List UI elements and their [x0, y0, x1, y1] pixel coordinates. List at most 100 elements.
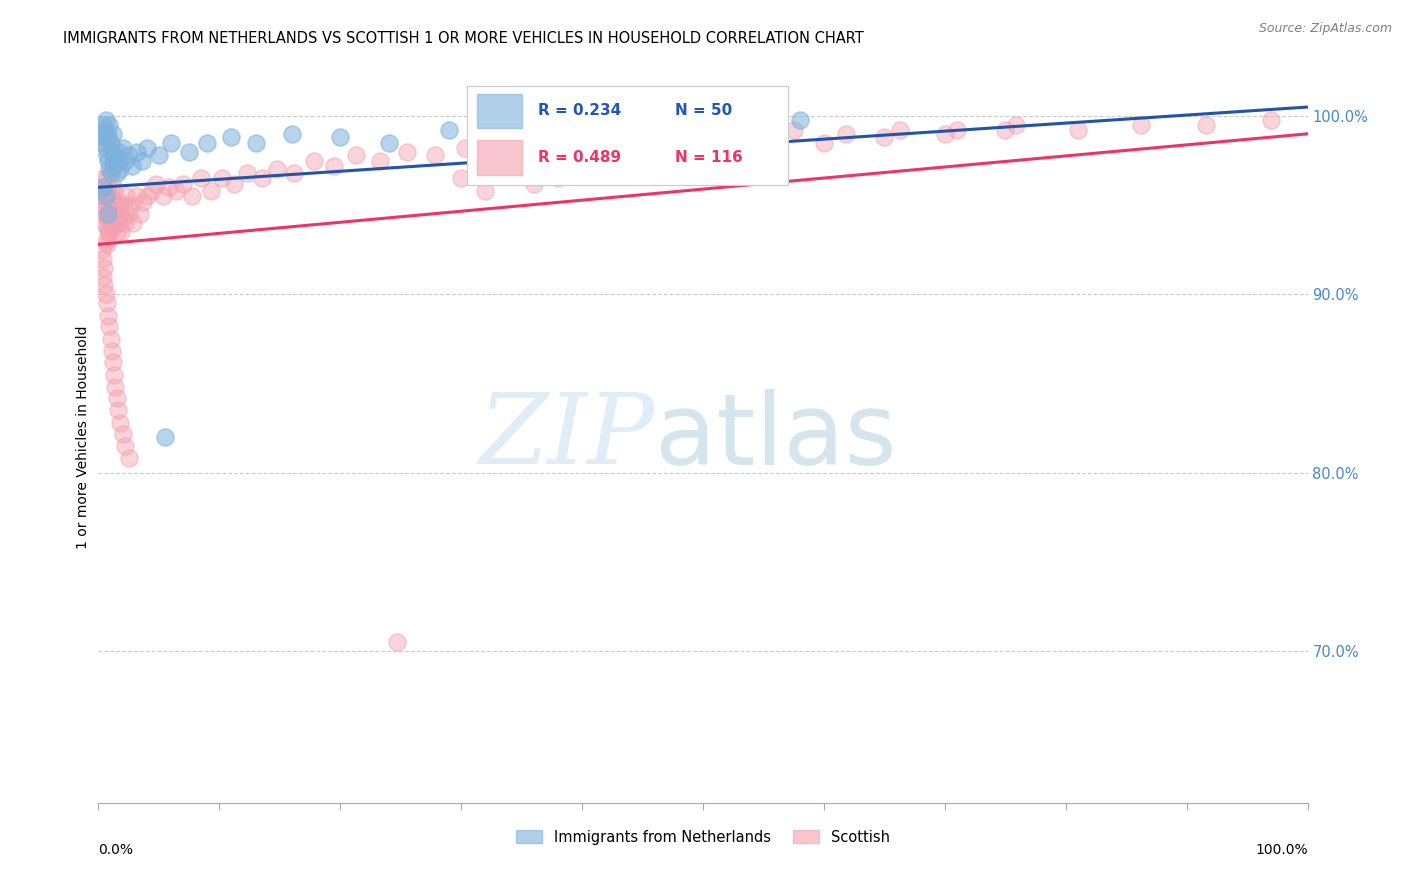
- Point: [96, 296, 118, 310]
- Point: [101, 194, 124, 209]
- Point: [395, 145, 418, 159]
- Point: [222, 177, 245, 191]
- Point: [789, 112, 811, 127]
- Point: [107, 216, 129, 230]
- Point: [97, 309, 120, 323]
- Point: [145, 177, 167, 191]
- Point: [122, 216, 145, 230]
- Point: [114, 439, 136, 453]
- Point: [135, 141, 157, 155]
- Point: [100, 207, 122, 221]
- Point: [100, 332, 122, 346]
- Point: [121, 159, 143, 173]
- Point: [302, 153, 325, 168]
- Point: [131, 153, 153, 168]
- Point: [571, 118, 593, 132]
- Point: [946, 123, 969, 137]
- Point: [1005, 118, 1028, 132]
- Point: [153, 430, 176, 444]
- Point: [98, 118, 121, 132]
- Point: [172, 177, 194, 191]
- Point: [423, 148, 446, 162]
- Point: [93, 189, 115, 203]
- Point: [558, 141, 581, 155]
- Point: [135, 189, 157, 203]
- Point: [103, 216, 125, 230]
- Point: [889, 123, 911, 137]
- Point: [100, 216, 122, 230]
- Point: [91, 252, 114, 266]
- Point: [100, 189, 122, 203]
- Point: [105, 225, 128, 239]
- Point: [91, 130, 114, 145]
- Point: [101, 153, 124, 168]
- Point: [97, 184, 120, 198]
- Point: [97, 130, 120, 145]
- Point: [96, 127, 118, 141]
- Point: [94, 141, 117, 155]
- Point: [165, 184, 187, 198]
- Point: [323, 159, 346, 173]
- Point: [107, 153, 129, 168]
- Point: [94, 287, 117, 301]
- Point: [101, 127, 124, 141]
- Point: [595, 162, 617, 177]
- Point: [329, 130, 352, 145]
- Point: [245, 136, 267, 150]
- Y-axis label: 1 or more Vehicles in Household: 1 or more Vehicles in Household: [76, 326, 90, 549]
- Point: [97, 207, 120, 221]
- Point: [114, 153, 136, 168]
- Point: [266, 162, 288, 177]
- Point: [104, 380, 127, 394]
- Point: [250, 171, 273, 186]
- Point: [98, 162, 121, 177]
- Point: [112, 198, 135, 212]
- Point: [385, 635, 408, 649]
- Point: [716, 118, 738, 132]
- Point: [94, 207, 117, 221]
- Point: [111, 212, 134, 227]
- Point: [96, 198, 118, 212]
- Point: [120, 198, 142, 212]
- Point: [97, 225, 120, 239]
- Point: [97, 153, 120, 168]
- Point: [94, 184, 117, 198]
- Point: [98, 319, 121, 334]
- Text: 100.0%: 100.0%: [1256, 843, 1308, 857]
- Point: [100, 177, 122, 191]
- Point: [118, 207, 141, 221]
- Point: [94, 189, 117, 203]
- Point: [105, 198, 128, 212]
- Point: [108, 145, 131, 159]
- Point: [107, 403, 129, 417]
- Point: [236, 166, 259, 180]
- Point: [93, 260, 115, 275]
- Point: [91, 118, 114, 132]
- Point: [1260, 112, 1282, 127]
- Point: [111, 426, 134, 441]
- Point: [641, 136, 664, 150]
- Point: [200, 184, 222, 198]
- Point: [94, 234, 117, 248]
- Point: [98, 198, 121, 212]
- Point: [547, 171, 569, 186]
- Point: [211, 171, 233, 186]
- Point: [104, 148, 127, 162]
- Point: [160, 136, 183, 150]
- Point: [105, 166, 128, 180]
- Point: [100, 145, 122, 159]
- Point: [108, 162, 131, 177]
- Point: [152, 189, 174, 203]
- Point: [91, 207, 114, 221]
- Point: [599, 130, 621, 145]
- Text: ZIP: ZIP: [478, 390, 655, 484]
- Point: [510, 166, 533, 180]
- Point: [101, 355, 124, 369]
- Point: [686, 127, 709, 141]
- Point: [752, 141, 775, 155]
- Point: [733, 130, 755, 145]
- Point: [1129, 118, 1152, 132]
- Point: [283, 166, 305, 180]
- Point: [100, 136, 122, 150]
- Point: [873, 130, 896, 145]
